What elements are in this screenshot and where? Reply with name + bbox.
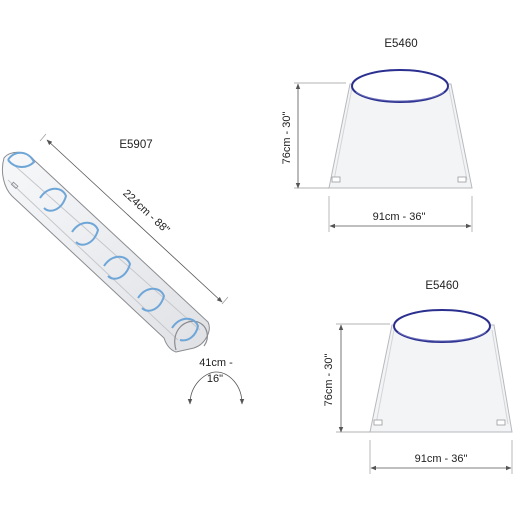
- tunnel-end-arch: [174, 320, 208, 351]
- product-code-e5460-top: E5460: [384, 38, 417, 50]
- length-label: 224cm - 88": [120, 187, 171, 236]
- hoop: [171, 317, 200, 342]
- corner-tab: [331, 176, 341, 183]
- top-opening: [393, 309, 491, 343]
- width-dimension-e5907: 41cm - 16": [187, 357, 245, 405]
- hoop: [7, 151, 36, 168]
- width-label-line1: 41cm -: [199, 357, 233, 369]
- product-code-e5460-bottom: E5460: [425, 280, 458, 292]
- corner-tab: [457, 176, 467, 183]
- tunnel-cover-e5907: [1, 151, 210, 353]
- product-code-e5907: E5907: [119, 139, 152, 151]
- cover-e5460-bottom: E5460 76cm - 30" 91cm - 36": [323, 280, 513, 474]
- cover-e5460-top: E5460 76cm - 30" 91cm - 36": [281, 38, 473, 232]
- width-label-line2: 16": [207, 373, 223, 385]
- height-label-bottom: 76cm - 30": [323, 354, 335, 407]
- corner-tab: [373, 419, 383, 426]
- height-label-top: 76cm - 30": [281, 112, 293, 165]
- width-label-top: 91cm - 36": [373, 211, 426, 223]
- width-label-bottom: 91cm - 36": [415, 453, 468, 465]
- corner-tab: [496, 419, 506, 426]
- top-opening: [351, 69, 449, 103]
